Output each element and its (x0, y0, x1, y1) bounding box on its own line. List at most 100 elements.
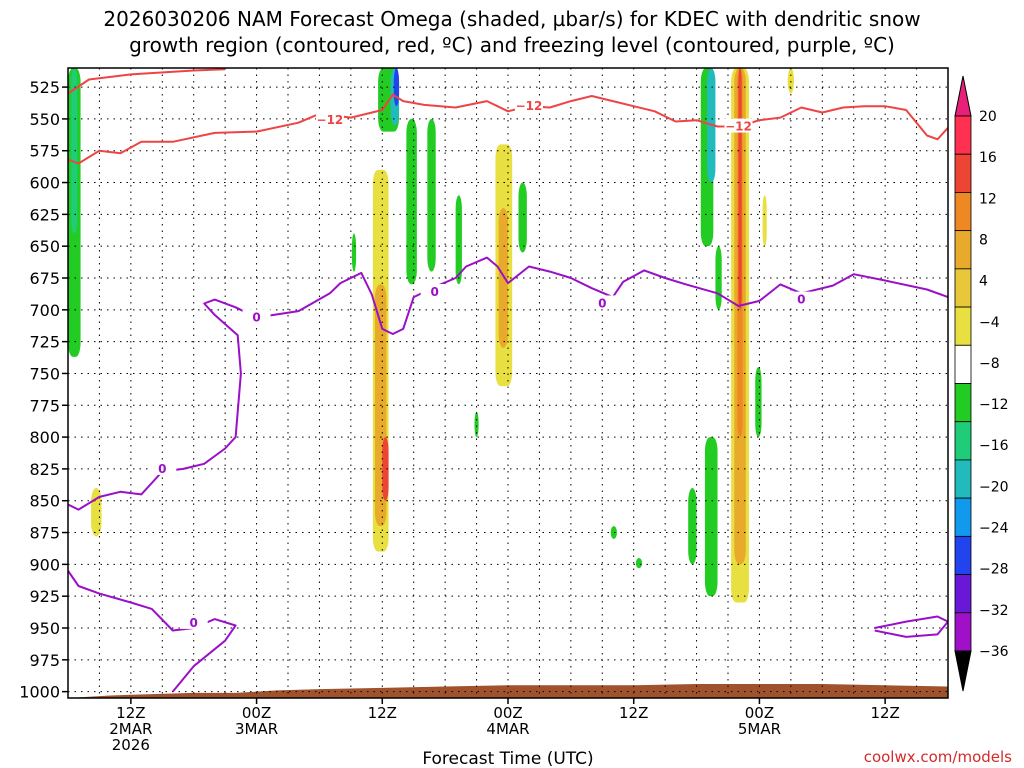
omega-region-yellow-5mar-c (762, 195, 767, 247)
colorbar-label: 16 (979, 150, 997, 166)
freezing-contour-label: 0 (158, 462, 166, 476)
freezing-contour-label: 0 (598, 296, 606, 310)
colorbar-top-cap (954, 75, 972, 117)
colorbar-label: −36 (979, 644, 1009, 660)
colorbar-label: −4 (979, 315, 1000, 331)
omega-region-yellow-early (91, 488, 102, 537)
y-tick-label: 625 (29, 205, 60, 224)
colorbar-label: 12 (979, 191, 997, 207)
colorbar-segment (954, 497, 972, 537)
colorbar-segment (954, 268, 972, 308)
y-tick-label: 975 (29, 651, 60, 670)
colorbar-segment (954, 344, 972, 384)
colorbar-segment (954, 574, 972, 614)
omega-region-red-12z (382, 437, 389, 501)
chart-title-line2: growth region (contoured, red, ºC) and f… (129, 33, 895, 57)
x-tick-label: 2MAR (109, 720, 152, 738)
y-tick-label: 750 (29, 364, 60, 383)
credit-text[interactable]: coolwx.com/models (864, 748, 1012, 766)
x-tick-label: 00Z (242, 704, 271, 722)
x-tick-label: 00Z (745, 704, 774, 722)
omega-region-green-12z-e (455, 195, 462, 285)
omega-region-yellow-5mar-b (787, 68, 794, 94)
colorbar-label: −32 (979, 603, 1009, 619)
y-tick-label: 800 (29, 428, 60, 447)
x-tick-label: 3MAR (235, 720, 278, 738)
y-tick-label: 675 (29, 269, 60, 288)
freezing-contour-label-bg (148, 460, 177, 475)
dgz-contour-label: −12 (516, 99, 543, 113)
omega-region-green-5mar-c (704, 437, 718, 597)
omega-region-green-4mar-c (610, 526, 617, 539)
y-tick-label: 525 (29, 78, 60, 97)
dgz-contour-label-bg (724, 118, 753, 133)
omega-region-green-12z-c (427, 118, 436, 272)
omega-region-green-4mar (518, 182, 527, 253)
omega-region-green-5mar-b (688, 488, 697, 565)
colorbar-bottom-cap (954, 650, 972, 692)
dgz-contour-upper (68, 68, 226, 95)
y-tick-label: 850 (29, 492, 60, 511)
y-tick-label: 650 (29, 237, 60, 256)
omega-region-blue-12z (393, 68, 400, 107)
dgz-contour-label: −12 (725, 120, 752, 134)
omega-shading (68, 68, 794, 603)
colorbar-label: 20 (979, 109, 997, 125)
colorbar-segment (954, 192, 972, 232)
omega-region-green-12z-b (406, 118, 417, 285)
y-tick-label: 550 (29, 110, 60, 129)
y-tick-label: 700 (29, 301, 60, 320)
dgz-contour-lower (68, 93, 948, 165)
colorbar-segment (954, 459, 972, 499)
x-tick-label: 12Z (870, 704, 899, 722)
x-tick-label: 00Z (493, 704, 522, 722)
y-tick-label: 875 (29, 524, 60, 543)
omega-region-orange-00z-4mar (498, 208, 508, 348)
y-tick-label: 900 (29, 555, 60, 574)
grid-lines (68, 68, 948, 698)
colorbar-label: −16 (979, 438, 1009, 454)
x-tick-label: 12Z (619, 704, 648, 722)
terrain-area (68, 684, 948, 698)
colorbar-label: 8 (979, 232, 988, 248)
freezing-contour-label-bg (242, 309, 271, 324)
freezing-contour-label-bg (787, 291, 816, 306)
y-tick-label: 950 (29, 619, 60, 638)
dgz-contour-label: −12 (317, 113, 344, 127)
freezing-contour-label: 0 (252, 310, 260, 324)
colorbar-segment (954, 230, 972, 270)
omega-region-red-5mar (738, 68, 742, 310)
freezing-contour-lower (68, 570, 237, 693)
freezing-contour-label: 0 (430, 285, 438, 299)
x-tick-label: 5MAR (738, 720, 781, 738)
omega-region-green-4mar-d (635, 558, 643, 569)
colorbar-segment (954, 535, 972, 575)
y-tick-label: 725 (29, 333, 60, 352)
colorbar-label: −12 (979, 397, 1009, 413)
freezing-contour-label-bg (588, 295, 617, 310)
freezing-contour-label: 0 (797, 293, 805, 307)
colorbar-segment (954, 153, 972, 193)
colorbar-segment (954, 421, 972, 461)
omega-region-green-12z-d (351, 233, 357, 272)
y-tick-label: 600 (29, 174, 60, 193)
omega-region-green-5mar-d (755, 367, 762, 438)
y-tick-label: 825 (29, 460, 60, 479)
x-tick-label: 4MAR (486, 720, 529, 738)
dgz-contour-label-bg (315, 112, 344, 127)
x-tick-label: 12Z (368, 704, 397, 722)
freezing-contour-main (68, 256, 948, 511)
chart-title-line1: 2026030206 NAM Forecast Omega (shaded, µ… (103, 7, 920, 31)
freezing-contour-label: 0 (190, 616, 198, 630)
freezing-contour-label-bg (179, 614, 208, 629)
colorbar-label: −24 (979, 521, 1009, 537)
contour-lines: −12 −12 −12 0 0 0 0 0 0 (68, 68, 948, 693)
x-tick-label: 2026 (112, 736, 150, 754)
colorbar-label: 4 (979, 274, 988, 290)
omega-region-green-4mar-b (474, 411, 479, 438)
y-tick-label: 925 (29, 587, 60, 606)
y-axis-ticks: 525 550 575 600 625 650 675 700 725 750 775 800 825 8… (19, 78, 68, 702)
